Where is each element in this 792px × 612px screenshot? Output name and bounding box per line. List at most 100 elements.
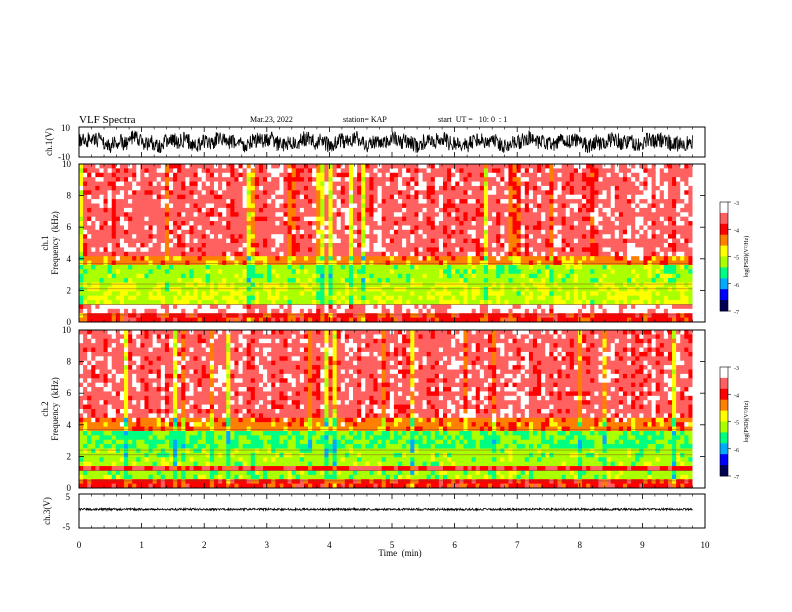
spectrogram-cell — [582, 172, 587, 178]
spectrogram-cell — [111, 243, 117, 248]
spectrogram-cell — [586, 295, 591, 301]
spectrogram-cell — [569, 247, 575, 253]
spectrogram-cell — [447, 278, 452, 283]
spectrogram-cell — [348, 216, 354, 222]
spectrogram-cell — [160, 264, 166, 270]
spectrogram-cell — [553, 238, 558, 244]
spectrogram-cell — [168, 203, 174, 209]
spectrogram-cell — [205, 247, 211, 253]
spectrogram-cell — [467, 256, 473, 261]
spectrogram-cell — [631, 269, 636, 275]
spectrogram-cell — [524, 216, 530, 222]
spectrogram-cell — [115, 260, 121, 266]
spectrogram-cell — [140, 164, 145, 169]
spectrogram-cell — [283, 286, 288, 292]
spectrogram-cell — [680, 243, 685, 248]
spectrogram-cell — [267, 229, 272, 235]
spectrogram-cell — [258, 164, 264, 169]
spectrogram-cell — [299, 304, 305, 310]
spectrogram-cell — [406, 190, 411, 196]
spectrogram-cell — [168, 278, 174, 283]
spectrogram-cell — [193, 295, 199, 301]
spectrogram-cell — [177, 177, 182, 182]
spectrogram-cell — [381, 286, 387, 292]
spectrogram-cell — [398, 181, 403, 187]
spectrogram-cell — [357, 190, 362, 196]
spectrogram-cell — [549, 269, 554, 275]
spectrogram-cell — [189, 190, 194, 196]
spectrogram-cell — [573, 282, 579, 288]
spectrogram-cell — [275, 273, 280, 279]
spectrogram-cell — [549, 177, 554, 182]
spectrogram-cell — [226, 185, 231, 191]
spectrogram-cell — [287, 185, 293, 191]
spectrogram-cell — [430, 168, 436, 174]
spectrogram-cell — [377, 172, 383, 178]
spectrogram-cell — [103, 295, 109, 301]
spectrogram-cell — [144, 177, 149, 182]
spectrogram-cell — [156, 203, 162, 209]
spectrogram-cell — [324, 264, 329, 270]
spectrogram-cell — [361, 304, 366, 310]
spectrogram-cell — [594, 177, 599, 182]
spectrogram-cell — [222, 185, 227, 191]
spectrogram-cell — [344, 229, 350, 235]
spectrogram-cell — [99, 273, 104, 279]
spectrogram-cell — [680, 291, 685, 297]
spectrogram-cell — [492, 295, 497, 301]
spectrogram-cell — [283, 168, 288, 174]
spectrogram-cell — [103, 229, 109, 235]
spectrogram-cell — [467, 234, 473, 240]
spectrogram-cell — [218, 234, 223, 240]
spectrogram-cell — [185, 260, 190, 266]
spectrogram-cell — [283, 190, 288, 196]
spectrogram-cell — [455, 212, 460, 218]
spectrogram-cell — [676, 221, 681, 226]
spectrogram-cell — [193, 181, 199, 187]
spectrogram-cell — [676, 260, 681, 266]
spectrogram-cell — [504, 199, 509, 204]
spectrogram-cell — [610, 251, 616, 257]
spectrogram-cell — [422, 216, 428, 222]
spectrogram-cell — [627, 300, 632, 305]
spectrogram-cell — [107, 304, 113, 310]
spectrogram-cell — [606, 164, 612, 169]
spectrogram-cell — [95, 256, 100, 261]
spectrogram-cell — [119, 190, 125, 196]
spectrogram-cell — [451, 273, 456, 279]
spectrogram-cell — [156, 221, 162, 226]
spectrogram-cell — [324, 194, 329, 200]
spectrogram-cell — [258, 243, 264, 248]
spectrogram-cell — [160, 300, 166, 305]
spectrogram-cell — [111, 282, 117, 288]
spectrogram-cell — [418, 282, 423, 288]
spectrogram-cell — [148, 304, 154, 310]
spectrogram-cell — [557, 264, 562, 270]
spectrogram-cell — [455, 295, 460, 301]
spectrogram-cell — [193, 229, 199, 235]
spectrogram-cell — [635, 212, 640, 218]
spectrogram-cell — [242, 199, 248, 204]
spectrogram-cell — [590, 300, 595, 305]
spectrogram-cell — [410, 212, 415, 218]
spectrogram-cell — [213, 207, 219, 213]
spectrogram-cell — [267, 295, 272, 301]
spectrogram-cell — [483, 278, 489, 283]
spectrogram-cell — [111, 216, 117, 222]
spectrogram-cell — [487, 251, 493, 257]
spectrogram-cell — [406, 295, 411, 301]
spectrogram-cell — [103, 286, 109, 292]
spectrogram-cell — [483, 203, 489, 209]
spectrogram-cell — [344, 203, 350, 209]
spectrogram-cell — [500, 207, 505, 213]
spectrogram-cell — [197, 247, 203, 253]
spectrogram-cell — [324, 286, 329, 292]
spectrogram-cell — [275, 164, 280, 169]
spectrogram-cell — [655, 190, 661, 196]
spectrogram-cell — [631, 282, 636, 288]
spectrogram-cell — [234, 203, 239, 209]
spectrogram-cell — [377, 190, 383, 196]
spectrogram-cell — [389, 234, 395, 240]
spectrogram-cell — [663, 194, 669, 200]
spectrogram-cell — [344, 216, 350, 222]
